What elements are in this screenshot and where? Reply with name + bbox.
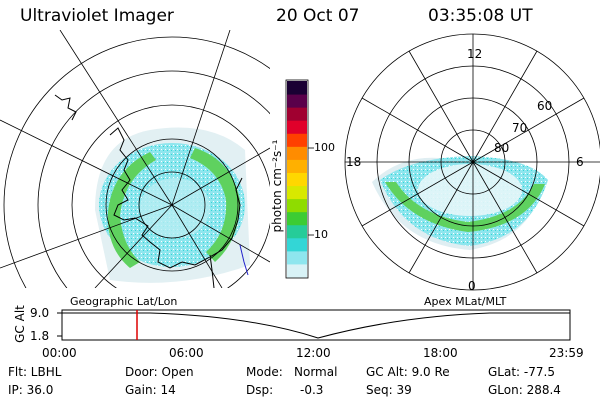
colorbar-label-100: 100 [314,141,335,154]
mode-value: Normal [294,365,338,379]
mlt-label-12: 12 [467,47,483,61]
observation-time: 03:35:08 UT [428,6,533,26]
mlt-label-6: 6 [576,155,584,169]
altitude-curve [62,312,570,339]
colorbar-segment [287,211,307,226]
colorbar-segment [287,107,307,121]
colorbar-segment [287,146,307,160]
dsp-value: -0.3 [300,383,324,397]
magnetic-panel-label: Apex MLat/MLT [424,295,507,308]
colorbar-segment [287,94,307,108]
colorbar-segment [287,250,307,265]
mlt-label-0: 0 [468,279,476,293]
altitude-ytick-9: 9.0 [30,306,50,320]
filter-status: Flt: LBHL [8,365,62,379]
mlat-label-70: 70 [512,121,528,135]
ip-status: IP: 36.0 [8,383,54,397]
time-tick-1200: 12:00 [296,346,331,360]
colorbar [285,79,314,279]
altitude-ylabel: GC Alt [13,305,27,343]
mlat-label-60: 60 [537,99,553,113]
gain-status: Gain: 14 [125,383,176,397]
time-tick-0000: 00:00 [42,346,77,360]
mlt-label-18: 18 [346,155,362,169]
geographic-longitude: GLon: 288.4 [488,383,561,397]
colorbar-segment [287,133,307,147]
observation-date: 20 Oct 07 [276,6,360,26]
time-tick-0600: 06:00 [169,346,204,360]
geographic-map [0,30,270,288]
mlat-label-80: 80 [494,141,510,155]
aurora-band-geo-left [107,152,156,268]
geographic-latitude: GLat: -77.5 [488,365,555,379]
gc-altitude: GC Alt: 9.0 Re [366,365,450,379]
colorbar-segment [287,237,307,252]
colorbar-segment [287,120,307,134]
colorbar-segment [287,81,307,95]
mode-label: Mode: [246,365,283,379]
colorbar-segment [287,172,307,187]
altitude-plot [57,309,571,341]
time-tick-2359: 23:59 [549,346,584,360]
colorbar-unit-label: photon cm⁻²s⁻¹ [270,139,284,233]
geographic-panel-label: Geographic Lat/Lon [70,295,178,308]
colorbar-label-10: 10 [314,228,328,241]
colorbar-segment [287,224,307,239]
time-tick-1800: 18:00 [423,346,458,360]
colorbar-segment [287,185,307,200]
altitude-ytick-1-8: 1.8 [30,329,50,343]
coastline [54,94,243,288]
door-status: Door: Open [125,365,194,379]
sequence-number: Seq: 39 [366,383,412,397]
colorbar-segment [287,159,307,173]
colorbar-segment [287,263,307,278]
aurora-band-geo-right [190,148,240,262]
dsp-label: Dsp: [246,383,274,397]
colorbar-segment [287,198,307,213]
instrument-title: Ultraviolet Imager [20,6,174,26]
aurora-band-mag [385,182,545,232]
magnetic-map [344,33,600,291]
